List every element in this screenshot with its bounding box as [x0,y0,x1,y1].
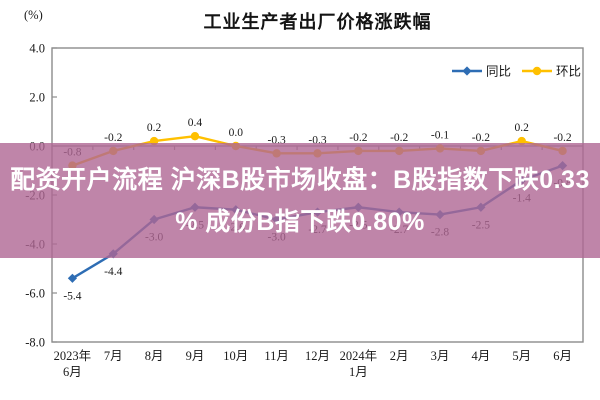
news-banner-line2: % 成份B指下跌0.80% [175,207,425,236]
x-category-label: 3月 [431,349,450,363]
y-tick-label: 2.0 [29,91,45,105]
x-category-label: 2月 [390,349,409,363]
legend-label-1: 环比 [556,65,581,79]
series-1-marker [190,132,200,141]
series-1-data-label: 0.2 [147,122,162,134]
legend-label-0: 同比 [486,65,511,79]
x-category-label: 4月 [472,349,491,363]
x-category-label: 2024年 1月 [340,349,378,379]
x-category-label: 11月 [264,349,289,363]
x-category-label: 8月 [145,349,164,363]
x-category-label: 9月 [186,349,205,363]
x-category-label: 12月 [305,349,330,363]
series-0-data-label: -5.4 [63,290,81,302]
series-1-data-label: -0.2 [472,132,490,144]
series-1-data-label: -0.2 [553,132,571,144]
x-category-label: 7月 [104,349,123,363]
series-1-data-label: 0.4 [188,117,203,129]
y-tick-label: 4.0 [29,42,45,56]
x-category-label: 5月 [512,349,531,363]
series-0-marker [67,273,78,283]
series-0-data-label: -4.4 [104,266,122,278]
series-1-data-label: -0.2 [390,132,408,144]
series-1-data-label: -0.2 [349,132,367,144]
series-1-data-label: -0.2 [104,132,122,144]
x-category-label: 10月 [223,349,248,363]
chart-title: 工业生产者出厂价格涨跌幅 [203,12,432,32]
series-1-data-label: 0.0 [229,127,244,139]
series-1-data-label: 0.2 [515,122,530,134]
series-1-data-label: -0.1 [431,129,449,141]
news-banner: 配资开户流程 沪深B股市场收盘：B股指数下跌0.33 % 成份B指下跌0.80% [0,143,600,258]
news-banner-line1: 配资开户流程 沪深B股市场收盘：B股指数下跌0.33 [10,165,590,194]
legend-marker-1 [532,66,542,76]
y-tick-label: -6.0 [25,287,45,301]
x-category-label: 6月 [553,349,572,363]
x-category-label: 2023年 6月 [54,349,92,379]
legend-marker-0 [462,66,472,76]
y-axis-unit-label: (%) [24,8,43,22]
y-tick-label: -8.0 [25,336,45,350]
